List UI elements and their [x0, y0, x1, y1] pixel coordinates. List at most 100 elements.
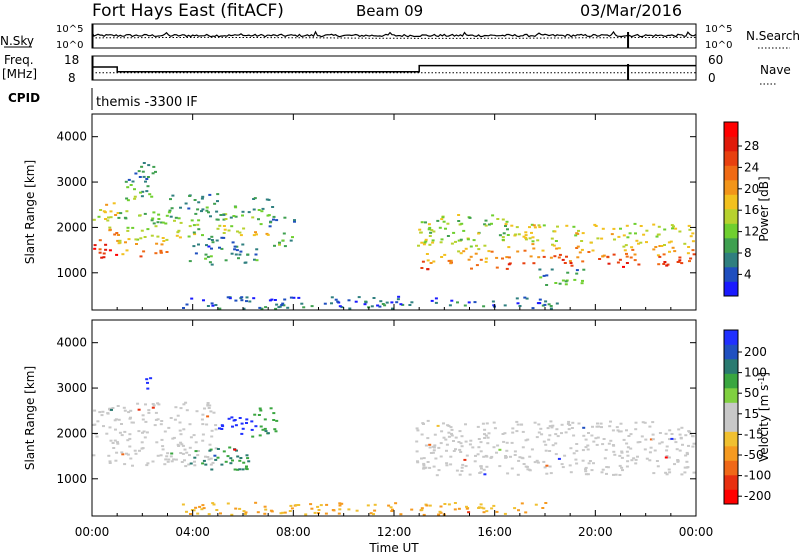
- heatmap-cell: [561, 466, 565, 469]
- heatmap-cell: [379, 300, 383, 303]
- heatmap-cell: [187, 463, 191, 466]
- heatmap-cell: [207, 238, 211, 240]
- heatmap-cell: [516, 473, 520, 476]
- heatmap-cell: [209, 410, 213, 413]
- heatmap-cell: [649, 446, 653, 449]
- heatmap-cell: [240, 296, 244, 299]
- heatmap-cell: [556, 435, 560, 438]
- heatmap-cell: [102, 425, 105, 428]
- heatmap-cell: [194, 506, 198, 509]
- heatmap-cell: [246, 457, 250, 460]
- heatmap-cell: [122, 406, 126, 409]
- heatmap-cell: [636, 441, 640, 444]
- heatmap-cell: [138, 176, 142, 178]
- heatmap-cell: [655, 460, 659, 462]
- heatmap-cell: [114, 418, 118, 421]
- heatmap-cell: [619, 227, 622, 230]
- freq-right-tick-bottom: 0: [708, 71, 716, 85]
- heatmap-cell: [618, 258, 622, 261]
- heatmap-cell: [624, 244, 628, 247]
- heatmap-cell: [557, 256, 561, 259]
- heatmap-cell: [421, 260, 425, 263]
- heatmap-cell: [533, 461, 537, 464]
- heatmap-cell: [670, 437, 674, 440]
- heatmap-cell: [222, 450, 226, 453]
- colorbar-tick-label: 24: [744, 160, 759, 174]
- heatmap-cell: [376, 304, 380, 307]
- heatmap-cell: [273, 244, 276, 247]
- heatmap-cell: [124, 180, 128, 183]
- heatmap-cell: [160, 438, 164, 441]
- heatmap-cell: [228, 446, 232, 449]
- noise-right-label: N.Search: [746, 29, 800, 43]
- heatmap-cell: [214, 424, 218, 427]
- heatmap-cell: [515, 430, 519, 433]
- heatmap-cell: [554, 282, 558, 284]
- heatmap-cell: [548, 434, 552, 437]
- heatmap-cell: [372, 297, 376, 299]
- noise-search-line: [92, 36, 696, 39]
- heatmap-cell: [159, 454, 163, 457]
- heatmap-cell: [632, 457, 636, 460]
- heatmap-cell: [615, 426, 619, 429]
- heatmap-cell: [156, 235, 160, 238]
- heatmap-cell: [210, 247, 213, 250]
- frequency-plot: [91, 56, 696, 80]
- heatmap-cell: [363, 303, 367, 306]
- heatmap-cell: [206, 255, 210, 258]
- heatmap-cell: [147, 411, 151, 414]
- heatmap-cell: [161, 221, 165, 224]
- heatmap-cell: [165, 455, 169, 458]
- velocity-colorbar: 200 100 50 15 -15 -50 -100 -200 Velocity [m s-1…: [723, 329, 771, 505]
- heatmap-cell: [194, 212, 198, 215]
- heatmap-cell: [134, 238, 138, 241]
- heatmap-cell: [129, 184, 133, 186]
- heatmap-cell: [524, 439, 528, 442]
- heatmap-cell: [155, 242, 159, 245]
- heatmap-cell: [493, 427, 497, 430]
- heatmap-cell: [515, 297, 519, 300]
- heatmap-cell: [207, 407, 211, 409]
- colorbar-tick-label: 15: [744, 407, 759, 421]
- heatmap-cell: [369, 512, 373, 515]
- heatmap-cell: [185, 510, 188, 513]
- heatmap-cell: [439, 505, 443, 508]
- heatmap-cell: [275, 219, 279, 222]
- heatmap-cell: [145, 378, 149, 381]
- heatmap-cell: [495, 510, 499, 513]
- heatmap-cell: [634, 428, 638, 431]
- noise-left-tick-bottom: 10^0: [56, 40, 83, 51]
- heatmap-cell: [652, 223, 656, 226]
- heatmap-cell: [116, 212, 120, 214]
- heatmap-cell: [569, 262, 573, 264]
- heatmap-cell: [275, 303, 279, 306]
- heatmap-cell: [606, 466, 610, 469]
- heatmap-cell: [104, 243, 108, 246]
- heatmap-cell: [495, 256, 499, 259]
- heatmap-cell: [224, 218, 228, 220]
- heatmap-cell: [211, 241, 215, 244]
- heatmap-cell: [207, 458, 211, 461]
- heatmap-cell: [575, 462, 579, 465]
- heatmap-cell: [432, 260, 436, 263]
- heatmap-cell: [490, 222, 493, 225]
- heatmap-cell: [633, 222, 637, 225]
- heatmap-cell: [543, 466, 547, 469]
- heatmap-cell: [104, 248, 108, 251]
- heatmap-cell: [541, 304, 545, 307]
- heatmap-cell: [518, 305, 522, 307]
- heatmap-cell: [645, 457, 649, 460]
- heatmap-cell: [447, 259, 451, 262]
- heatmap-cell: [269, 221, 272, 224]
- heatmap-cell: [206, 305, 210, 307]
- heatmap-cell: [589, 241, 593, 244]
- heatmap-cell: [549, 420, 553, 423]
- heatmap-cell: [575, 272, 579, 275]
- colorbar-cell: [724, 136, 738, 152]
- heatmap-cell: [226, 502, 230, 505]
- heatmap-cell: [193, 460, 196, 463]
- heatmap-cell: [230, 225, 234, 228]
- colorbar-cell: [724, 238, 738, 253]
- heatmap-cell: [651, 433, 655, 436]
- heatmap-cell: [501, 433, 505, 435]
